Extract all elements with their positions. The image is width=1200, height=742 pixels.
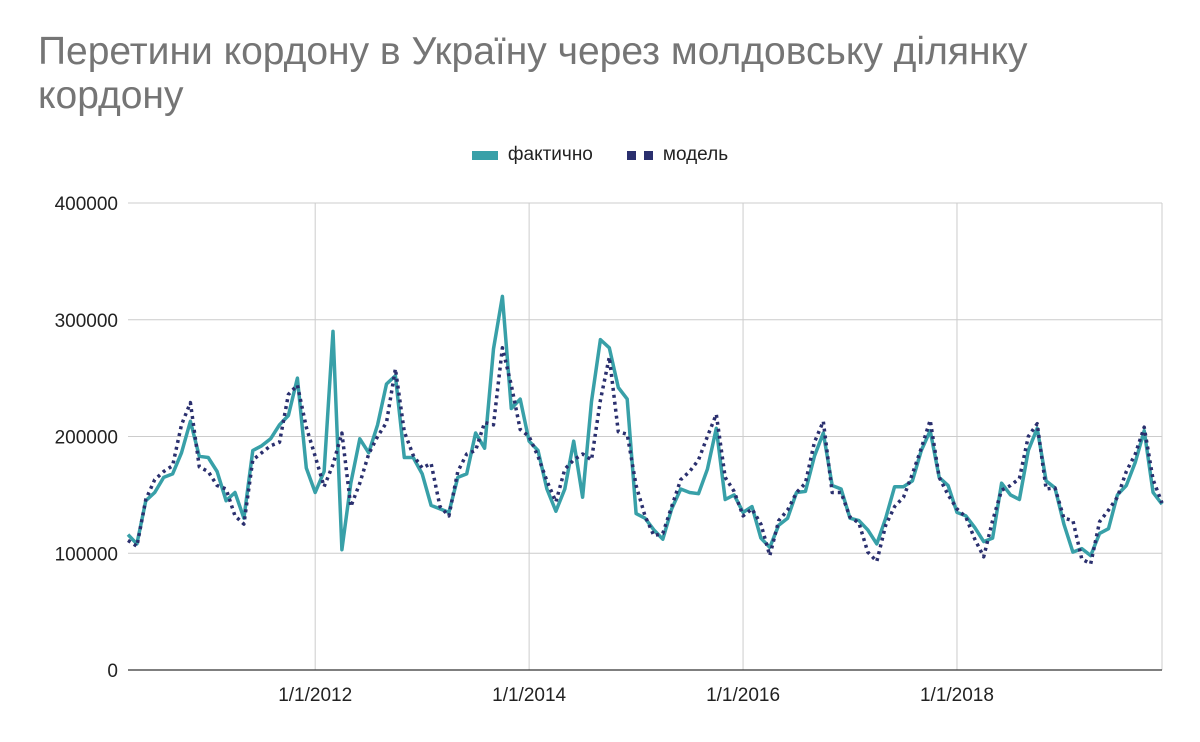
legend-label-actual: фактично	[507, 144, 593, 165]
x-tick-label: 1/1/2016	[706, 685, 780, 706]
y-tick-label: 200000	[55, 428, 118, 449]
series-line-model	[127, 346, 1164, 566]
chart-title: Перетини кордону в Україну через молдовс…	[38, 30, 1028, 117]
legend-item-actual[interactable]: фактично	[471, 144, 593, 166]
x-tick-label: 1/1/2012	[278, 685, 352, 706]
y-tick-label: 0	[107, 661, 118, 682]
x-tick-label: 1/1/2018	[920, 685, 994, 706]
legend-item-model[interactable]: модель	[626, 144, 729, 166]
y-tick-label: 100000	[55, 544, 118, 565]
x-tick-label: 1/1/2014	[492, 685, 566, 706]
series-line-actual	[126, 294, 1164, 558]
legend-label-model: модель	[662, 144, 729, 165]
legend: фактично модель	[0, 140, 1200, 170]
y-tick-label: 300000	[55, 311, 118, 332]
y-tick-label: 400000	[55, 194, 118, 215]
legend-swatch-actual	[471, 150, 498, 160]
legend-swatch-model	[626, 150, 653, 160]
